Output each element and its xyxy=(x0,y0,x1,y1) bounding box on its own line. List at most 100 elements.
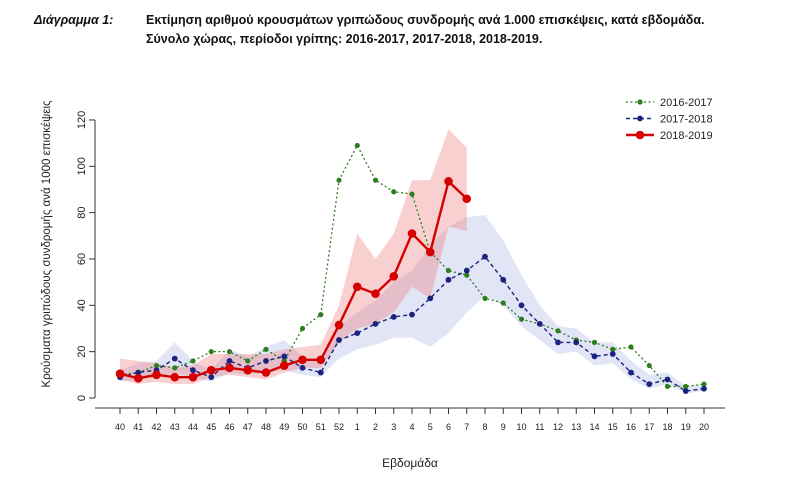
series-line-2016-2017 xyxy=(119,144,705,388)
x-tick-label: 41 xyxy=(133,422,143,432)
chart-legend: 2016-2017 2017-2018 2018-2019 xyxy=(626,97,713,142)
data-point-2017-2018 xyxy=(190,367,196,374)
data-point-2017-2018 xyxy=(646,381,653,387)
data-point-2016-2017 xyxy=(518,316,525,322)
data-point-2018-2019 xyxy=(334,320,344,330)
data-point-2016-2017 xyxy=(226,349,233,355)
legend-marker-2018-2019 xyxy=(635,130,645,140)
x-tick-label: 8 xyxy=(482,422,487,432)
x-tick-label: 10 xyxy=(516,422,526,432)
caption-line-2: Σύνολο χώρας, περίοδοι γρίπης: 2016-2017… xyxy=(146,32,543,46)
data-point-2016-2017 xyxy=(263,346,269,352)
data-point-2017-2018 xyxy=(372,320,379,327)
data-point-2017-2018 xyxy=(664,376,671,383)
data-point-2016-2017 xyxy=(391,189,397,195)
data-point-2017-2018 xyxy=(445,276,452,283)
legend-marker-2017-2018 xyxy=(637,115,643,122)
data-point-2017-2018 xyxy=(536,320,543,327)
x-tick-label: 20 xyxy=(699,422,709,432)
data-point-2018-2019 xyxy=(462,194,472,204)
data-point-2016-2017 xyxy=(299,325,306,332)
data-point-2017-2018 xyxy=(609,351,616,357)
data-point-2017-2018 xyxy=(226,358,233,364)
x-tick-label: 45 xyxy=(206,422,216,432)
x-tick-label: 42 xyxy=(151,422,161,432)
confidence-band-2018-2019 xyxy=(120,129,467,385)
data-point-2018-2019 xyxy=(206,365,216,375)
data-point-2018-2019 xyxy=(188,372,198,382)
data-point-2018-2019 xyxy=(316,355,326,365)
legend-marker-2016-2017 xyxy=(637,99,643,105)
legend-label: 2016-2017 xyxy=(660,97,713,109)
data-point-2017-2018 xyxy=(336,337,342,343)
x-tick-label: 1 xyxy=(355,422,360,432)
data-point-2016-2017 xyxy=(628,344,634,350)
data-point-2017-2018 xyxy=(555,339,561,346)
data-point-2017-2018 xyxy=(463,267,470,274)
data-point-2017-2018 xyxy=(317,369,324,376)
y-tick-label: 100 xyxy=(76,157,88,175)
data-point-2016-2017 xyxy=(445,267,452,274)
x-tick-label: 13 xyxy=(571,422,581,432)
data-point-2017-2018 xyxy=(263,358,269,364)
data-point-2018-2019 xyxy=(225,363,234,373)
x-tick-label: 19 xyxy=(681,422,691,432)
data-point-2016-2017 xyxy=(500,300,506,306)
data-point-2016-2017 xyxy=(318,311,324,318)
data-point-2016-2017 xyxy=(354,142,360,149)
data-point-2017-2018 xyxy=(682,388,689,394)
data-point-2017-2018 xyxy=(591,353,598,360)
y-tick-label: 120 xyxy=(76,111,88,129)
x-tick-label: 12 xyxy=(553,422,563,432)
x-tick-label: 44 xyxy=(188,422,198,432)
data-point-2017-2018 xyxy=(171,355,178,362)
data-point-2017-2018 xyxy=(482,253,488,260)
data-point-2016-2017 xyxy=(372,177,379,183)
data-point-2017-2018 xyxy=(354,330,361,337)
data-point-2016-2017 xyxy=(245,358,251,364)
data-point-2017-2018 xyxy=(518,302,525,309)
data-point-2016-2017 xyxy=(208,349,214,355)
data-point-2017-2018 xyxy=(135,369,142,376)
data-point-2016-2017 xyxy=(555,328,561,334)
data-point-2017-2018 xyxy=(299,364,306,371)
data-point-2016-2017 xyxy=(664,383,671,390)
data-point-2016-2017 xyxy=(610,346,616,352)
data-point-2016-2017 xyxy=(701,381,707,387)
data-point-2017-2018 xyxy=(281,353,288,360)
x-tick-label: 46 xyxy=(224,422,234,432)
legend-label: 2017-2018 xyxy=(660,114,713,126)
x-tick-label: 40 xyxy=(115,422,125,432)
x-tick-label: 17 xyxy=(644,422,654,432)
figure-caption: Διάγραμμα 1: Εκτίμηση αριθμού κρουσμάτων … xyxy=(34,11,705,49)
data-point-2017-2018 xyxy=(628,369,634,376)
data-point-2018-2019 xyxy=(407,229,417,238)
data-point-2017-2018 xyxy=(573,339,580,346)
data-point-2018-2019 xyxy=(133,374,143,383)
x-tick-label: 15 xyxy=(608,422,618,432)
data-point-2016-2017 xyxy=(336,177,342,183)
data-point-2018-2019 xyxy=(170,372,180,382)
data-point-2018-2019 xyxy=(352,282,362,292)
data-point-2017-2018 xyxy=(409,311,415,318)
data-point-2016-2017 xyxy=(190,358,196,364)
data-point-2018-2019 xyxy=(115,369,125,378)
caption-label: Διάγραμμα 1: xyxy=(34,13,114,27)
data-point-2018-2019 xyxy=(279,361,289,370)
x-tick-label: 49 xyxy=(279,422,289,432)
y-tick-label: 0 xyxy=(76,395,88,401)
data-point-2018-2019 xyxy=(243,365,253,375)
caption-line-1: Διάγραμμα 1: Εκτίμηση αριθμού κρουσμάτων … xyxy=(34,11,705,30)
data-point-2017-2018 xyxy=(701,385,707,392)
x-tick-label: 16 xyxy=(626,422,636,432)
x-tick-label: 52 xyxy=(334,422,344,432)
data-point-2016-2017 xyxy=(482,295,488,301)
x-axis-label: Εβδομάδα xyxy=(382,456,438,470)
data-point-2017-2018 xyxy=(427,295,434,302)
x-tick-label: 3 xyxy=(391,422,396,432)
x-tick-label: 5 xyxy=(428,422,433,432)
y-tick-label: 40 xyxy=(76,299,88,311)
data-point-2018-2019 xyxy=(389,272,399,281)
legend-label: 2018-2019 xyxy=(660,130,713,142)
